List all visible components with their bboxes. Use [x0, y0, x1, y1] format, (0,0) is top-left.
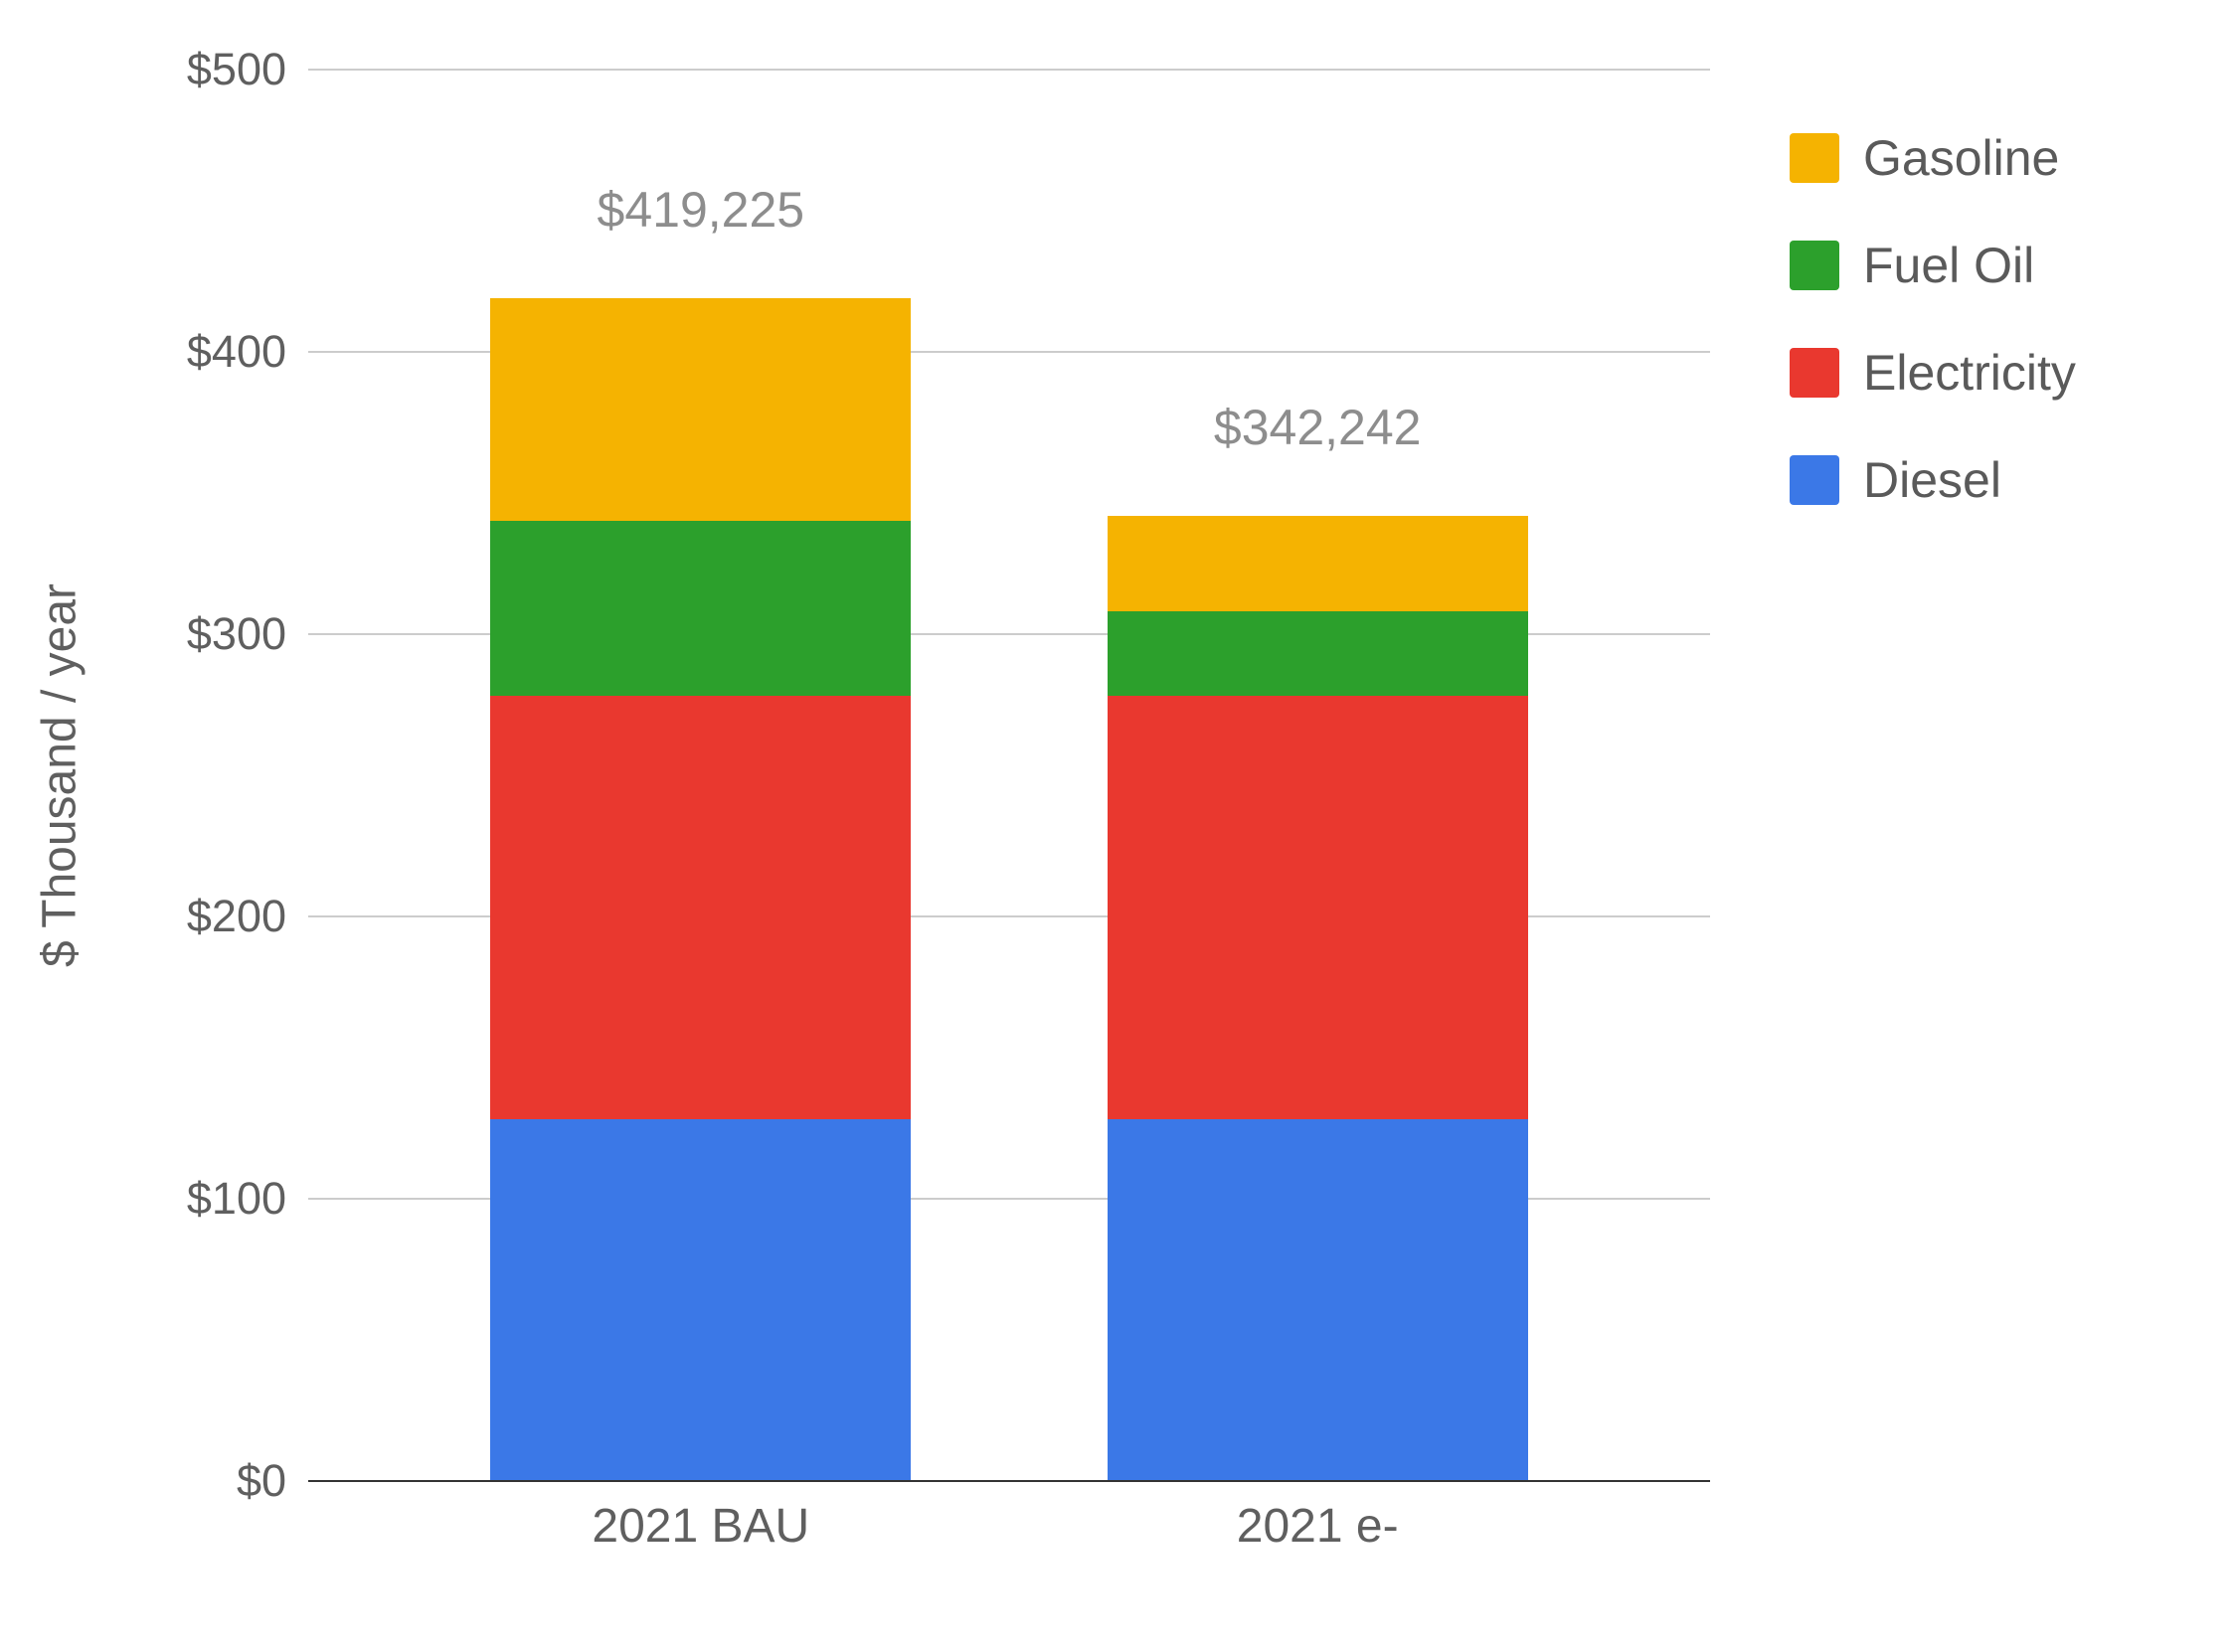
y-tick-label: $500: [187, 44, 308, 95]
legend-swatch: [1790, 348, 1839, 398]
bar-group: $342,242: [1108, 70, 1528, 1481]
legend-label: Fuel Oil: [1863, 237, 2034, 294]
legend-swatch: [1790, 241, 1839, 290]
y-tick-label: $200: [187, 891, 308, 942]
legend-item-diesel: Diesel: [1790, 451, 2076, 509]
legend: Gasoline Fuel Oil Electricity Diesel: [1790, 129, 2076, 509]
bar-segment-electricity: [490, 696, 911, 1119]
bar-segment-fuel_oil: [1108, 611, 1528, 696]
plot-area: $0$100$200$300$400$500$419,2252021 BAU$3…: [308, 70, 1710, 1481]
legend-item-fuel_oil: Fuel Oil: [1790, 237, 2076, 294]
bar-total-label: $419,225: [598, 181, 805, 239]
bar-segment-gasoline: [490, 298, 911, 521]
y-tick-label: $0: [237, 1455, 308, 1507]
x-tick-label: 2021 e-: [1237, 1481, 1399, 1554]
stacked-bar-chart: $0 $100 $200 $300 $400 $500 $419,225 2021 BAU $3…: [0, 0, 2238, 1652]
legend-swatch: [1790, 455, 1839, 505]
legend-item-gasoline: Gasoline: [1790, 129, 2076, 187]
legend-swatch: [1790, 133, 1839, 183]
bar-group: $419,225: [490, 70, 911, 1481]
legend-label: Electricity: [1863, 344, 2076, 402]
x-tick-label: 2021 BAU: [592, 1481, 809, 1554]
bar-segment-diesel: [1108, 1119, 1528, 1481]
y-tick-label: $100: [187, 1173, 308, 1225]
y-tick-label: $300: [187, 608, 308, 660]
bar-segment-gasoline: [1108, 516, 1528, 612]
bar-segment-diesel: [490, 1119, 911, 1481]
x-axis-line: [308, 1480, 1710, 1482]
bar-segment-electricity: [1108, 696, 1528, 1119]
y-axis-title: $ Thousand / year: [33, 583, 87, 967]
bar-segment-fuel_oil: [490, 521, 911, 696]
bar-total-label: $342,242: [1214, 399, 1422, 456]
legend-label: Diesel: [1863, 451, 2001, 509]
legend-label: Gasoline: [1863, 129, 2059, 187]
legend-item-electricity: Electricity: [1790, 344, 2076, 402]
y-tick-label: $400: [187, 326, 308, 378]
